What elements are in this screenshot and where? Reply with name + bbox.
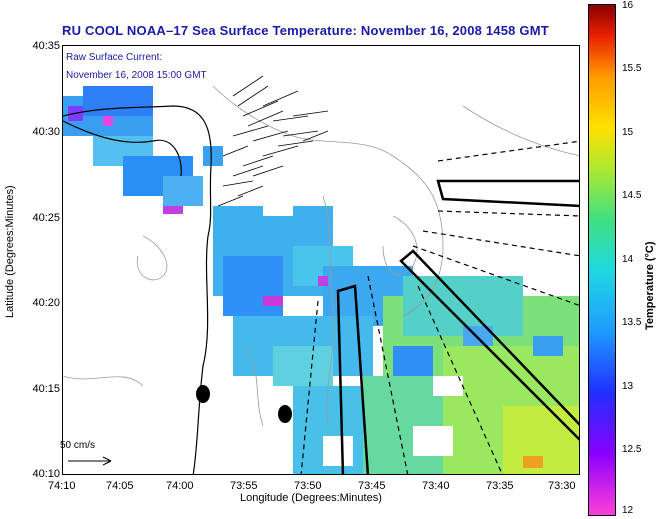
current-legend-line2: November 16, 2008 15:00 GMT (66, 70, 207, 81)
ytick-label: 40:35 (32, 40, 60, 52)
current-legend-line1: Raw Surface Current: (66, 52, 163, 63)
guide-lines (300, 140, 579, 474)
ytick-label: 40:30 (32, 126, 60, 138)
sst-map (63, 75, 579, 474)
marker-1 (196, 385, 210, 403)
xtick-label: 73:50 (294, 480, 322, 492)
map-plot-area[interactable] (62, 45, 580, 475)
x-axis-label: Longitude (Degrees:Minutes) (240, 492, 382, 504)
colorbar-tick: 13.5 (622, 317, 642, 328)
ytick-label: 40:10 (32, 468, 60, 480)
coastline (63, 105, 212, 474)
colorbar-tick: 15 (622, 127, 634, 138)
xtick-label: 73:40 (422, 480, 450, 492)
colorbar-tick: 15.5 (622, 63, 642, 74)
bathymetry-contours (63, 85, 579, 427)
temperature-colorbar (588, 4, 616, 516)
xtick-label: 73:35 (486, 480, 514, 492)
colorbar-tick: 12.5 (622, 444, 642, 455)
colorbar-label: Temperature (°C) (644, 241, 656, 330)
ytick-label: 40:25 (32, 212, 60, 224)
xtick-label: 74:10 (48, 480, 76, 492)
colorbar-tick: 14.5 (622, 190, 642, 201)
scale-label: 50 cm/s (60, 440, 96, 451)
xtick-label: 74:05 (106, 480, 134, 492)
colorbar-tick: 16 (622, 0, 634, 11)
surface-current-vectors (217, 75, 329, 207)
sst-patches (63, 86, 579, 474)
colorbar-tick: 13 (622, 381, 634, 392)
marker-2 (278, 405, 292, 423)
map-title: RU COOL NOAA–17 Sea Surface Temperature:… (62, 23, 549, 38)
ytick-label: 40:15 (32, 383, 60, 395)
colorbar-tick: 12 (622, 505, 634, 516)
xtick-label: 73:30 (548, 480, 576, 492)
ytick-label: 40:20 (32, 297, 60, 309)
xtick-label: 73:45 (358, 480, 386, 492)
restricted-areas (336, 179, 579, 474)
scale-arrow (68, 456, 112, 466)
colorbar-tick: 14 (622, 254, 634, 265)
xtick-label: 74:00 (166, 480, 194, 492)
y-axis-label: Latitude (Degrees:Minutes) (4, 185, 16, 318)
xtick-label: 73:55 (230, 480, 258, 492)
